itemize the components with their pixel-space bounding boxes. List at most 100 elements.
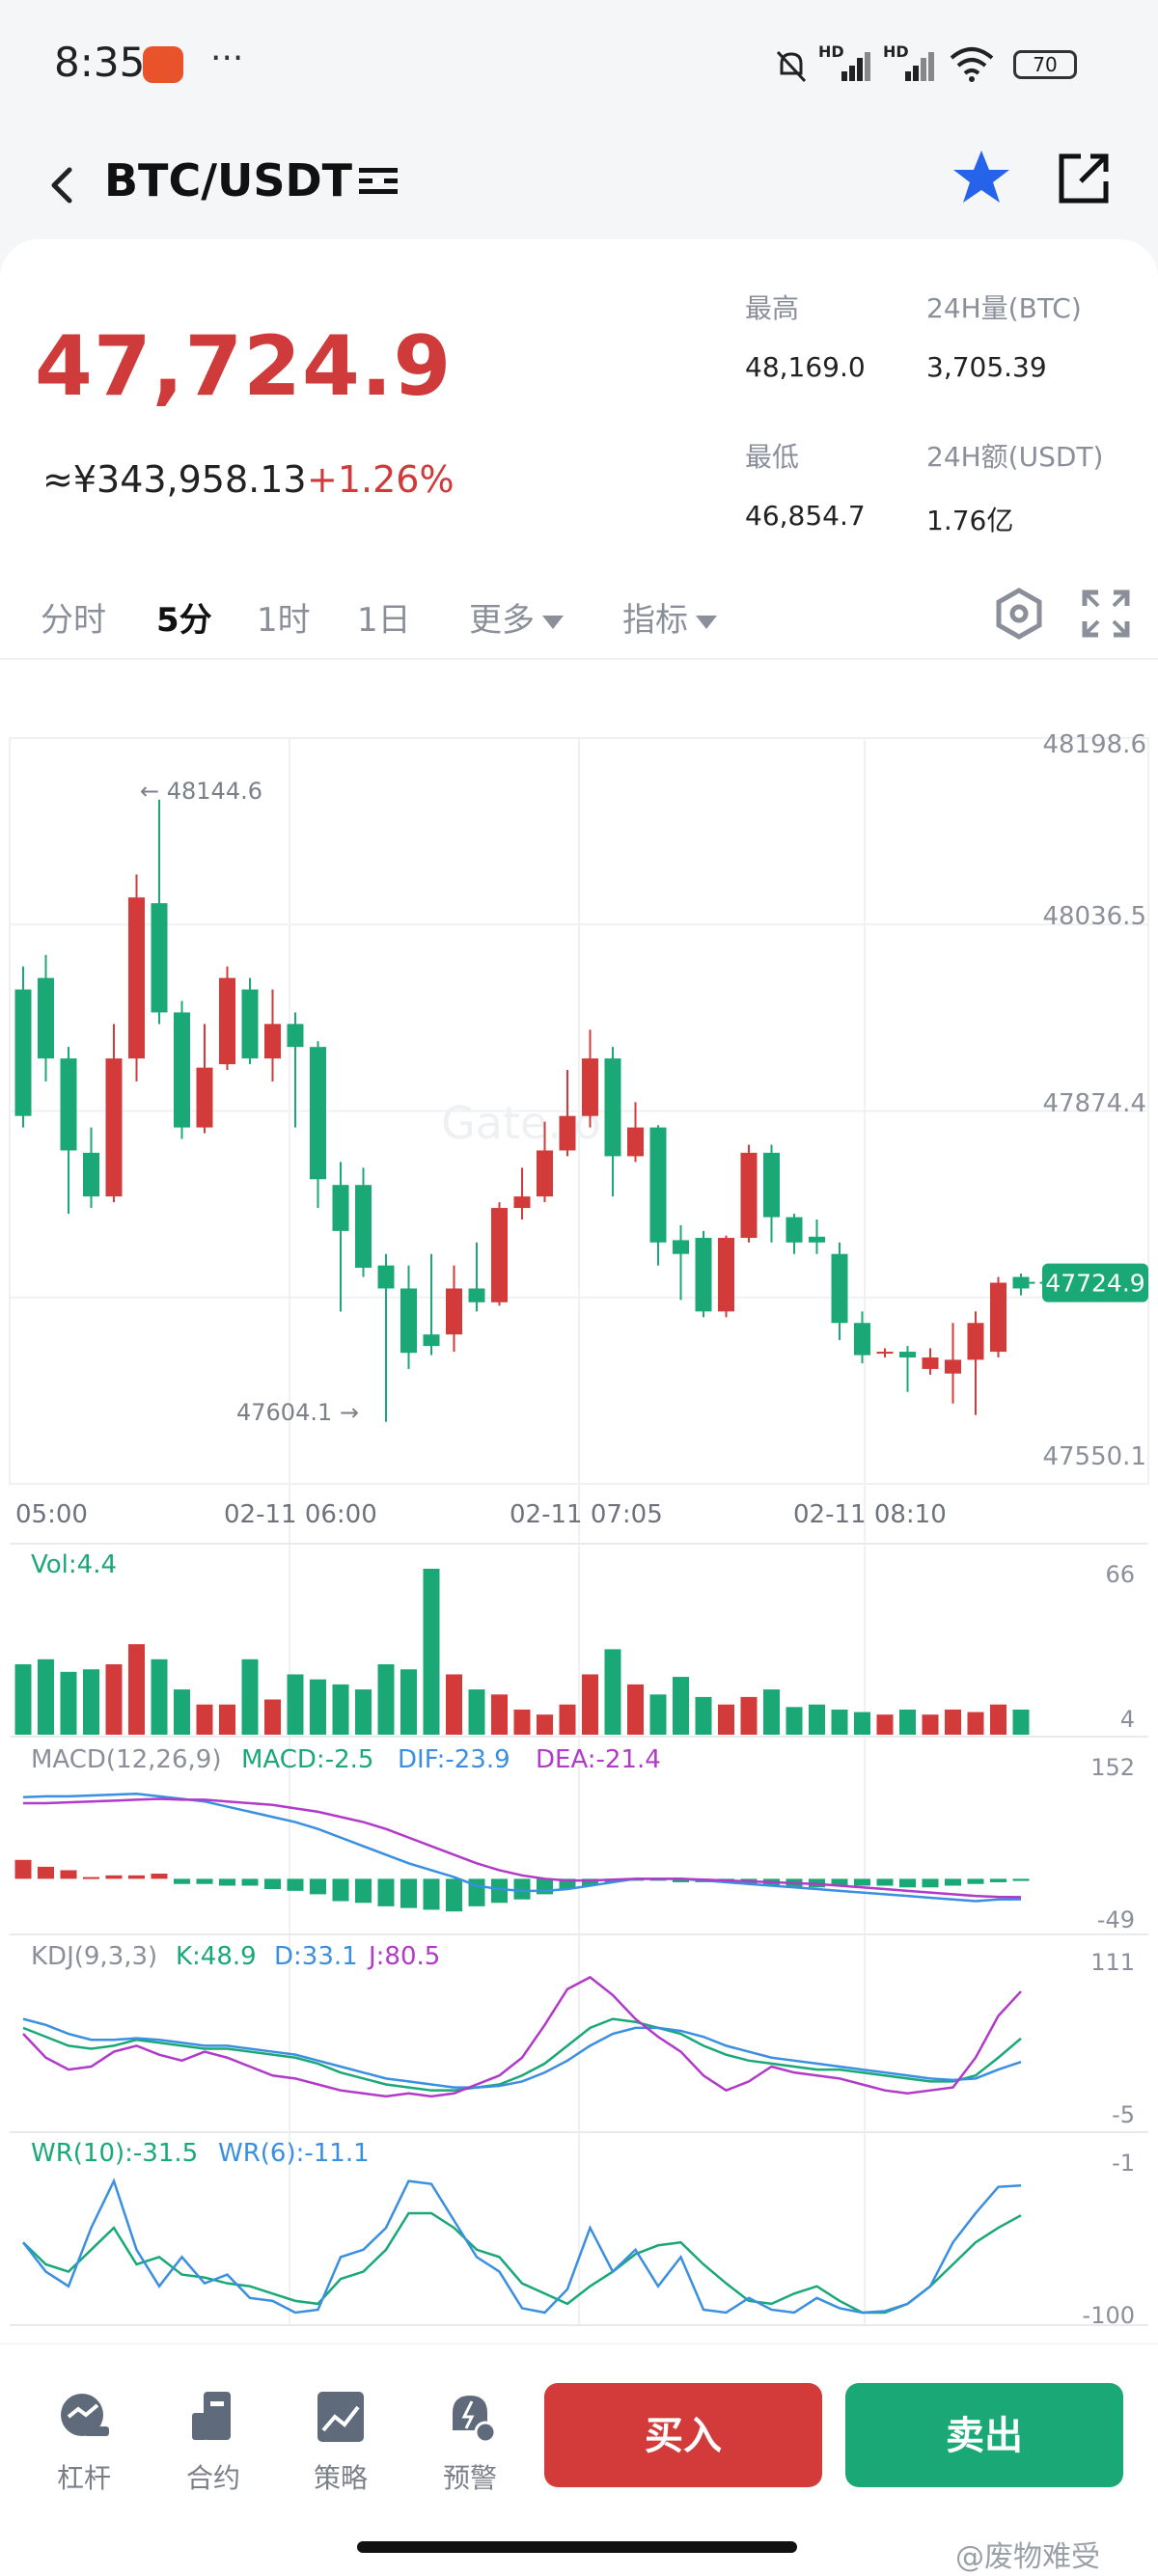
candle-body (128, 897, 145, 1059)
candle-body (673, 1240, 689, 1254)
watermark: @废物难受 (955, 2540, 1100, 2574)
volume-bar (809, 1704, 825, 1735)
wr10-line (22, 2211, 1022, 2315)
tab-more[interactable]: 更多 (469, 593, 564, 641)
sell-button[interactable]: 卖出 (845, 2383, 1123, 2487)
price-axis-label: 47550.1 (1042, 1442, 1146, 1471)
volume-bar (332, 1684, 349, 1735)
low-value: 46,854.7 (745, 500, 866, 532)
candle-body (945, 1359, 961, 1374)
candle-body (990, 1282, 1006, 1353)
volume-bar (718, 1704, 734, 1735)
volume-bar (310, 1679, 326, 1735)
candle-body (446, 1288, 462, 1335)
tab-1day[interactable]: 1日 (357, 601, 411, 640)
volume-bar (491, 1694, 508, 1735)
volume-bar (105, 1664, 123, 1735)
volume-bar (196, 1704, 213, 1735)
macd-hist-bar (38, 1866, 54, 1879)
macd-hist-bar (174, 1878, 190, 1884)
price-change: +1.26% (307, 458, 455, 501)
volume-axis-min: 4 (1120, 1706, 1135, 1733)
macd-dif: DIF:-23.9 (398, 1745, 510, 1774)
time-axis-label: 02-11 07:05 (510, 1500, 663, 1529)
price-axis-label: 48198.6 (1042, 730, 1146, 759)
mute-bell-icon (776, 50, 807, 83)
kdj-d-value: D:33.1 (274, 1942, 358, 1971)
volume-bar (695, 1696, 712, 1735)
pair-title[interactable]: BTC/USDT (104, 154, 353, 206)
candle-body (287, 1024, 304, 1048)
macd-hist-bar (83, 1877, 99, 1879)
pair-menu-icon[interactable] (357, 162, 400, 201)
macd-axis-max: 152 (1090, 1754, 1135, 1781)
candle-body (537, 1150, 553, 1197)
macd-hist-bar (446, 1878, 462, 1912)
macd-hist-bar (876, 1878, 894, 1886)
tab-5min[interactable]: 5分 (156, 601, 212, 640)
candle-body (786, 1217, 803, 1243)
wr6-label: WR(6):-11.1 (218, 2139, 370, 2168)
kdj-k-value: K:48.9 (176, 1942, 257, 1971)
candle-body (1012, 1276, 1030, 1289)
candle-body (174, 1012, 190, 1128)
macd-hist-bar (128, 1875, 145, 1879)
nav-leverage[interactable]: 杠杆 (41, 2388, 127, 2496)
time-axis-label: 02-11 06:00 (224, 1500, 377, 1529)
buy-button[interactable]: 买入 (544, 2383, 822, 2487)
last-price: 47,724.9 (35, 318, 453, 415)
candle-body (809, 1236, 825, 1243)
favorite-star-icon[interactable] (948, 145, 1015, 212)
macd-hist-bar (60, 1870, 77, 1879)
candle-body (355, 1185, 372, 1269)
candle-body (241, 989, 259, 1059)
candle-body (649, 1127, 667, 1243)
macd-hist-bar (559, 1878, 576, 1890)
nav-alert[interactable]: 预警 (427, 2388, 513, 2496)
volume-bar (174, 1689, 190, 1735)
kdj-axis-min: -5 (1112, 2101, 1135, 2128)
volume-bar (876, 1714, 894, 1735)
divider (0, 658, 1158, 660)
macd-hist-bar (423, 1878, 440, 1910)
candle-body (967, 1323, 984, 1360)
leverage-icon (61, 2394, 109, 2436)
nav-contract[interactable]: 合约 (170, 2388, 257, 2496)
candle-body (740, 1152, 758, 1239)
volume-bar (649, 1694, 667, 1735)
macd-label: MACD(12,26,9) (31, 1745, 221, 1774)
signal-icon-1 (841, 52, 870, 81)
volume-bar (219, 1704, 235, 1735)
home-indicator[interactable] (357, 2541, 797, 2553)
nav-strategy[interactable]: 策略 (297, 2388, 384, 2496)
kdj-k-line (22, 2017, 1022, 2092)
volume-bar (355, 1689, 372, 1735)
candle-body (582, 1058, 598, 1116)
tab-timeshare[interactable]: 分时 (41, 601, 106, 640)
candle-body (60, 1058, 77, 1151)
kline-chart[interactable]: Gate.io 48198.6 48036.5 47874.4 47550.1 ← 481… (0, 714, 1158, 2335)
back-icon[interactable] (35, 156, 93, 214)
price-axis-label: 47874.4 (1042, 1089, 1146, 1118)
vol-usdt-value: 1.76亿 (926, 505, 1014, 536)
alert-icon (453, 2396, 497, 2444)
macd-axis-min: -49 (1097, 1906, 1135, 1933)
cny-price: ≈¥343,958.13 (42, 458, 307, 501)
fullscreen-icon[interactable] (1079, 587, 1133, 641)
macd-hist-bar (899, 1878, 916, 1888)
volume-bar (990, 1704, 1006, 1735)
volume-bar (945, 1709, 961, 1735)
candle-body (151, 903, 168, 1013)
volume-bar (899, 1709, 916, 1735)
candle-body (105, 1058, 123, 1197)
macd-hist-bar (1012, 1878, 1030, 1881)
macd-hist-bar (491, 1878, 508, 1904)
candle-body (14, 989, 32, 1116)
share-icon[interactable] (1052, 147, 1116, 210)
chart-settings-icon[interactable] (992, 587, 1046, 641)
volume-bar (1012, 1709, 1030, 1735)
volume-bar (786, 1707, 803, 1735)
nav-alert-label: 预警 (442, 2462, 497, 2494)
tab-indicators[interactable]: 指标 (622, 593, 717, 641)
tab-1hour[interactable]: 1时 (257, 601, 311, 640)
